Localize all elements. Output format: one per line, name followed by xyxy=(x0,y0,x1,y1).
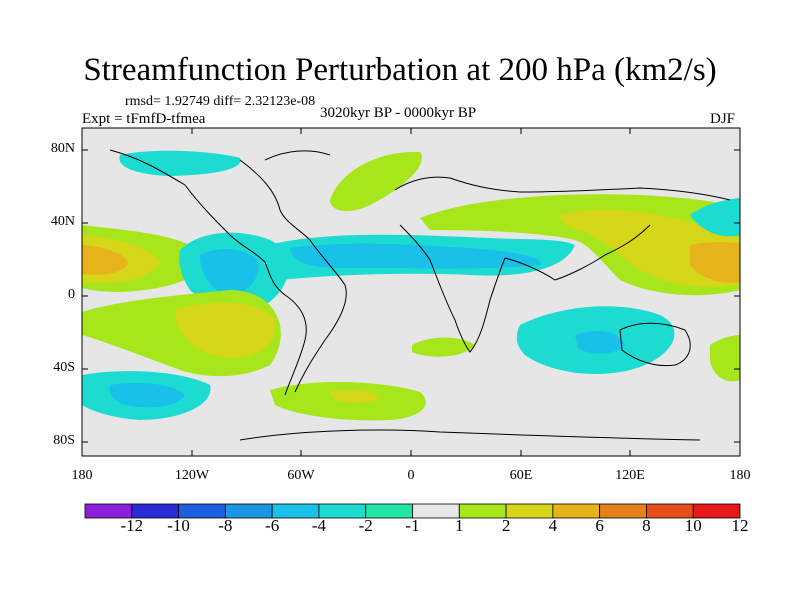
contour-positive-south-atlantic xyxy=(412,337,475,357)
coastlines xyxy=(109,149,731,441)
axis-ticks xyxy=(81,128,741,456)
colorbar-label: -2 xyxy=(358,516,373,535)
colorbar-label: 2 xyxy=(501,516,511,535)
lon-label-120w: 120W xyxy=(174,468,210,483)
coastline-australia xyxy=(619,322,691,367)
contour-negative-indian-ocean-core xyxy=(575,331,625,354)
coastline-antarctica xyxy=(239,429,701,441)
colorbar-label: -1 xyxy=(405,516,420,535)
contour-positive-south-west-pacific xyxy=(710,335,740,382)
stats-text: rmsd= 1.92749 diff= 2.32123e-08 xyxy=(125,94,316,109)
colorbar-label: -4 xyxy=(311,516,326,535)
colorbar-label: 4 xyxy=(548,516,558,535)
colorbar-label: 6 xyxy=(595,516,604,535)
lon-label-60w: 60W xyxy=(287,468,315,483)
colorbar-label: -8 xyxy=(218,516,233,535)
contour-positive-pacific-west-core xyxy=(82,245,128,275)
lat-label-40n: 40N xyxy=(50,214,75,229)
contour-positive-south-pacific-inner xyxy=(175,302,276,359)
colorbar-swatch xyxy=(692,503,741,519)
season-label: DJF xyxy=(710,111,736,127)
colorbar-label: 10 xyxy=(684,516,702,535)
experiment-label: Expt = tFmfD-tfmea xyxy=(82,111,206,127)
coastline-eurasia-north xyxy=(394,176,731,201)
lon-label-60e: 60E xyxy=(509,468,533,483)
contour-positive-west-pacific-core xyxy=(690,242,740,283)
coastline-south-asia xyxy=(504,224,651,281)
lat-label-40s: 40S xyxy=(53,360,75,375)
contour-field xyxy=(82,128,740,456)
contour-negative-central-america-core xyxy=(200,248,259,295)
lon-label-0: 0 xyxy=(407,468,415,483)
lon-label-180e: 180 xyxy=(729,468,751,483)
contour-positive-north-atlantic xyxy=(330,151,422,212)
lat-label-80s: 80S xyxy=(53,433,75,448)
map-title: Streamfunction Perturbation at 200 hPa (… xyxy=(83,52,717,88)
colorbar-label: -10 xyxy=(167,516,190,535)
coastline-africa xyxy=(399,224,506,353)
colorbar-label: -12 xyxy=(120,516,144,535)
contour-positive-southern-ocean-core xyxy=(330,389,380,403)
colorbar-label: 1 xyxy=(455,516,464,535)
contour-negative-north-pacific xyxy=(119,150,241,176)
contour-negative-southern-ocean-west-core xyxy=(109,382,185,408)
lon-label-120e: 120E xyxy=(615,468,645,483)
lat-label-80n: 80N xyxy=(50,141,75,156)
coastline-americas-east xyxy=(239,159,347,393)
coastline-greenland xyxy=(264,150,331,161)
contour-negative-north-west-pacific xyxy=(690,198,740,237)
colorbar-label: 8 xyxy=(642,516,651,535)
lon-label-180w: 180 xyxy=(71,468,93,483)
period-label: 3020kyr BP - 0000kyr BP xyxy=(320,105,477,121)
colorbar-label: -6 xyxy=(265,516,280,535)
lat-label-0: 0 xyxy=(68,287,75,302)
colorbar xyxy=(84,503,741,519)
contour-negative-atlantic-band-inner xyxy=(290,243,541,269)
coastline-americas-west xyxy=(109,149,307,396)
colorbar-label: 12 xyxy=(731,516,749,535)
